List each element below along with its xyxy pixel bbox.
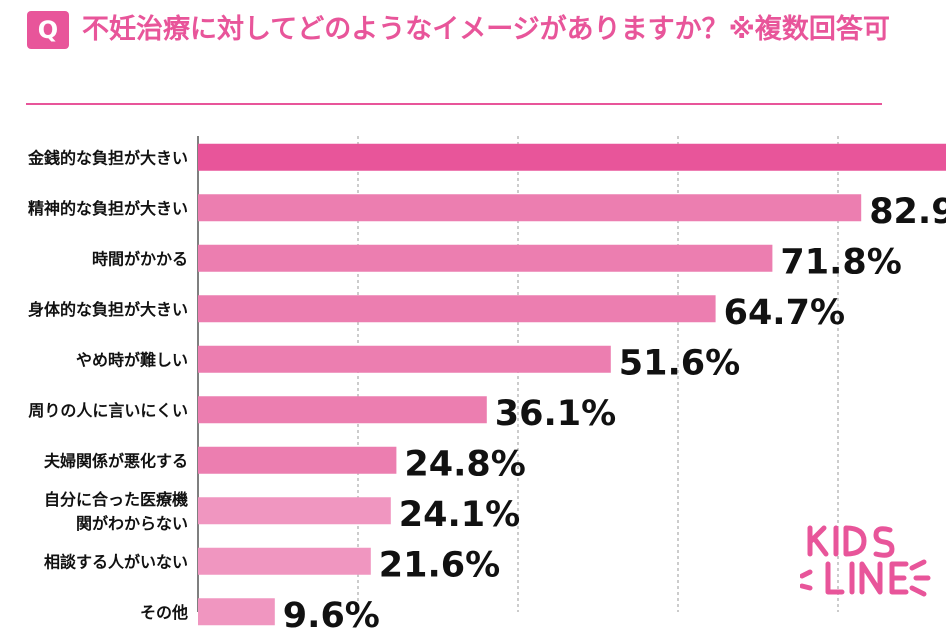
bar-1 <box>198 143 946 171</box>
category-label-10: その他 <box>140 603 188 622</box>
bar-10 <box>198 598 275 626</box>
value-label-2: 82.9% <box>869 192 946 232</box>
bar-5 <box>198 345 611 373</box>
category-label-5: やめ時が難しい <box>76 350 188 369</box>
category-label-3: 時間がかかる <box>92 249 188 268</box>
value-label-4: 64.7% <box>724 293 845 333</box>
category-label-4: 身体的な負担が大きい <box>28 300 188 319</box>
kids-line-logo <box>800 525 931 597</box>
category-label-8-line-1: 自分に合った医療機 <box>44 490 188 509</box>
category-label-1: 金銭的な負担が大きい <box>27 148 188 167</box>
value-label-9: 21.6% <box>379 545 500 585</box>
category-label-8-line-2: 関がわからない <box>76 514 188 533</box>
value-label-6: 36.1% <box>495 394 616 434</box>
bar-3 <box>198 244 773 272</box>
category-label-2: 精神的な負担が大きい <box>28 199 188 218</box>
question-badge: Q <box>27 11 69 49</box>
value-label-10: 9.6% <box>283 596 380 634</box>
value-label-5: 51.6% <box>619 343 740 383</box>
category-label-6: 周りの人に言いにくい <box>28 401 188 420</box>
bar-2 <box>198 194 862 222</box>
chart-title: 不妊治療に対してどのようなイメージがありますか？※複数回答可 <box>82 14 890 45</box>
bar-9 <box>198 547 371 575</box>
bar-8 <box>198 497 391 525</box>
bar-4 <box>198 295 716 323</box>
bar-6 <box>198 396 487 424</box>
value-label-3: 71.8% <box>780 242 901 282</box>
title-divider <box>26 103 882 105</box>
value-label-7: 24.8% <box>404 444 525 484</box>
category-label-7: 夫婦関係が悪化する <box>44 451 188 470</box>
category-label-9: 相談する人がいない <box>44 552 188 571</box>
value-label-8: 24.1% <box>399 495 520 535</box>
bar-7 <box>198 446 397 474</box>
